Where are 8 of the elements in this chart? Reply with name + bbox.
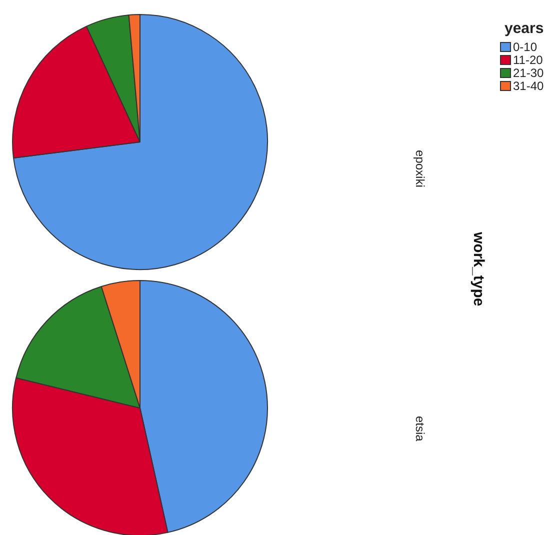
legend-label: 11-20: [513, 52, 543, 66]
legend-label: 21-30: [513, 66, 544, 80]
text: work_type: [470, 232, 487, 306]
legend-label: 31-40: [513, 78, 544, 92]
legend-title: years: [503, 20, 544, 37]
legend-label: 0-10: [513, 40, 538, 54]
text: epoxiki: [413, 150, 427, 188]
text: etsia: [413, 416, 427, 442]
